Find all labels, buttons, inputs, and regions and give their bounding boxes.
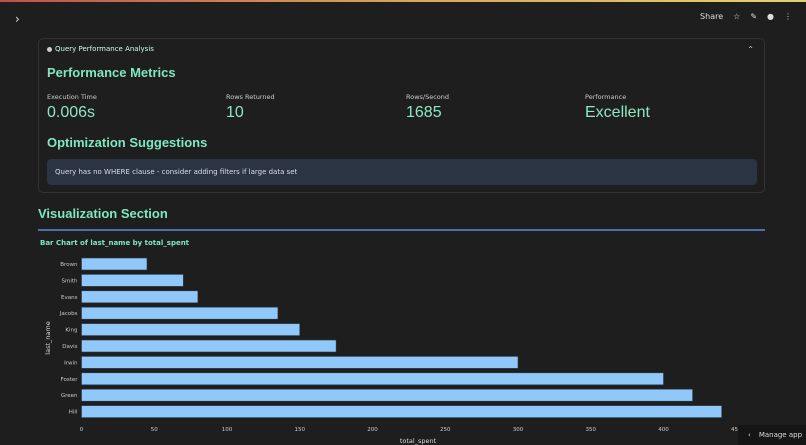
bar-irwin[interactable]	[81, 356, 519, 369]
y-tick-label: Irwin	[64, 360, 78, 366]
toolbar: Share ☆ ✎ ● ⋮	[700, 12, 792, 21]
metric-label: Execution Time	[47, 93, 97, 101]
y-tick-label: Jacobs	[59, 311, 78, 317]
y-tick-label: Green	[61, 393, 78, 399]
x-tick-label: 400	[658, 427, 669, 433]
bar-foster[interactable]	[81, 372, 664, 386]
bar-smith[interactable]	[81, 274, 184, 287]
star-icon[interactable]: ☆	[733, 12, 741, 21]
x-tick-label: 450	[731, 427, 742, 433]
y-tick-label: Davis	[62, 344, 77, 350]
chevron-left-icon: ‹	[748, 431, 751, 439]
y-tick-label: Brown	[60, 262, 78, 268]
y-tick-label: Foster	[61, 377, 79, 383]
metric-rows-returned: Rows Returned 10	[226, 93, 275, 122]
metric-execution-time: Execution Time 0.006s	[47, 93, 97, 122]
bar-king[interactable]	[81, 323, 301, 336]
x-tick-label: 250	[440, 427, 451, 433]
bar-davis[interactable]	[81, 339, 337, 353]
x-tick-label: 50	[151, 427, 158, 433]
metric-value: 0.006s	[47, 104, 96, 121]
optimization-suggestions-heading: Optimization Suggestions	[47, 135, 208, 150]
bar-brown[interactable]	[81, 257, 148, 271]
x-tick-label: 0	[80, 427, 84, 433]
chevron-up-icon[interactable]: ⌃	[747, 45, 754, 54]
expander-header[interactable]: Query Performance Analysis	[47, 45, 154, 53]
visualization-heading: Visualization Section	[38, 206, 168, 221]
metric-value: 1685	[406, 104, 442, 121]
suggestion-alert: Query has no WHERE clause - consider add…	[47, 159, 757, 185]
share-button[interactable]: Share	[700, 12, 724, 21]
y-axis-label: last_name	[44, 321, 52, 354]
x-tick-label: 200	[367, 427, 378, 433]
bar-evans[interactable]	[81, 290, 199, 304]
chart-title: Bar Chart of last_name by total_spent	[40, 239, 190, 247]
status-icon	[47, 46, 52, 52]
x-tick-label: 150	[295, 427, 306, 433]
github-icon[interactable]: ●	[767, 12, 774, 21]
expander-title: Query Performance Analysis	[55, 45, 154, 53]
bar-jacobs[interactable]	[81, 306, 279, 320]
y-tick-label: Hill	[69, 410, 78, 416]
manage-app-button[interactable]: ‹ Manage app	[738, 425, 806, 445]
sidebar-expand-button[interactable]: ›	[15, 12, 20, 26]
query-performance-expander: Query Performance Analysis ⌃ Performance…	[38, 38, 765, 193]
x-tick-label: 100	[222, 427, 233, 433]
metric-rows-per-second: Rows/Second 1685	[406, 93, 449, 122]
top-accent-bar	[0, 0, 806, 2]
metric-performance: Performance Excellent	[585, 93, 650, 122]
bar-hill[interactable]	[81, 405, 723, 418]
x-tick-label: 300	[513, 427, 524, 433]
pencil-icon[interactable]: ✎	[750, 12, 758, 21]
y-tick-label: Evans	[61, 295, 78, 301]
metric-label: Rows/Second	[406, 93, 450, 101]
bar-green[interactable]	[81, 388, 693, 402]
manage-app-label: Manage app	[758, 431, 803, 439]
divider	[38, 229, 765, 231]
x-tick-label: 350	[586, 427, 597, 433]
metric-label: Rows Returned	[226, 93, 275, 101]
metric-value: 10	[226, 104, 244, 121]
y-tick-label: King	[65, 328, 77, 334]
x-axis-label: total_spent	[400, 437, 437, 445]
y-tick-label: Smith	[61, 278, 78, 284]
more-vertical-icon[interactable]: ⋮	[784, 12, 792, 21]
performance-metrics-heading: Performance Metrics	[47, 65, 176, 80]
metric-label: Performance	[585, 93, 627, 101]
metric-value: Excellent	[585, 104, 650, 121]
